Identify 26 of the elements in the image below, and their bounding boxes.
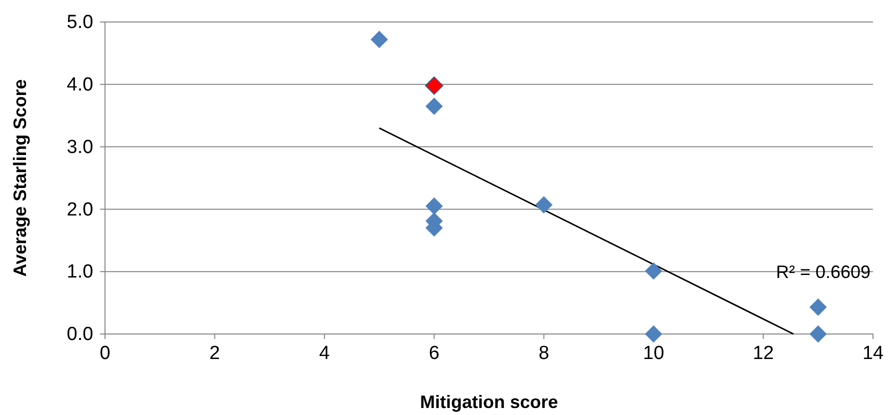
x-axis-title: Mitigation score (420, 392, 558, 412)
x-tick-label: 4 (319, 343, 330, 364)
x-tick-label: 2 (209, 343, 220, 364)
y-tick-label: 1.0 (66, 262, 94, 283)
point (809, 325, 827, 343)
annotation: R² = 0.6609 (776, 262, 871, 282)
y-tick-label: 5.0 (66, 12, 94, 34)
x-tick-label: 12 (752, 343, 774, 364)
x-tick-label: 6 (428, 343, 440, 364)
point (644, 262, 662, 280)
point (535, 196, 553, 214)
x-tick-label: 0 (100, 343, 110, 364)
point (370, 30, 388, 48)
point (644, 325, 662, 343)
point (809, 298, 827, 316)
x-tick-label: 8 (538, 343, 550, 364)
y-tick-label: 2.0 (66, 199, 94, 220)
x-tick-label: 14 (862, 343, 884, 364)
y-tick-label: 3.0 (66, 136, 94, 158)
x-tick-label: 10 (643, 343, 664, 364)
point (425, 197, 443, 215)
y-axis-title: Average Starling Score (10, 79, 30, 277)
point (424, 76, 444, 95)
y-tick-label: 0.0 (66, 324, 94, 346)
y-tick-label: 4.0 (66, 74, 94, 96)
point (425, 98, 443, 115)
